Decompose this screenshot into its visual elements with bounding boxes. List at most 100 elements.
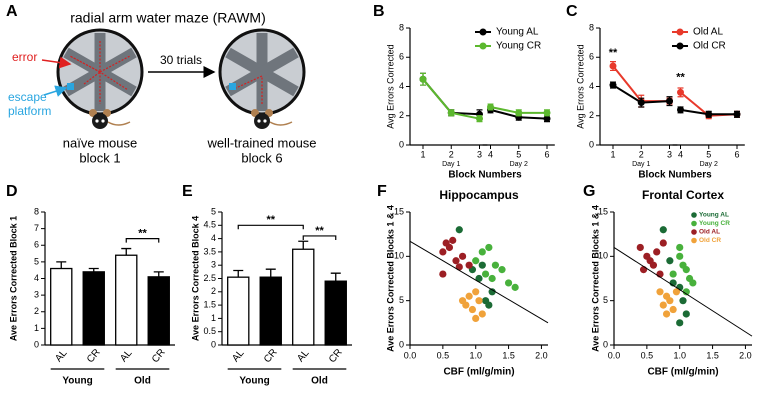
x-tick-label: 0.0	[608, 350, 621, 360]
y-tick-label: 8	[589, 22, 594, 32]
significance-bracket	[125, 238, 160, 243]
legend-marker	[691, 237, 697, 244]
point	[491, 261, 500, 269]
error-bar	[330, 272, 341, 282]
point	[452, 257, 460, 265]
point	[653, 248, 661, 256]
y-tick-label: 2	[211, 286, 216, 296]
point	[609, 81, 617, 89]
point	[659, 239, 667, 247]
point	[682, 266, 690, 274]
point	[455, 226, 463, 234]
point	[419, 75, 427, 83]
y-tick-label: 6	[34, 240, 39, 250]
point	[475, 297, 483, 305]
panel-letter: B	[373, 3, 385, 20]
y-tick-label: 0	[399, 339, 404, 349]
point	[485, 301, 493, 309]
x-tick-label: 1	[420, 149, 425, 159]
panel-letter: F	[377, 183, 387, 200]
point	[637, 99, 645, 107]
y-tick-label: 5	[603, 295, 608, 305]
legend-label: Young AL	[496, 27, 539, 38]
y-axis-title: Ave Errors Corrected Block 1	[8, 216, 18, 341]
significance-label: **	[266, 214, 275, 226]
y-axis-title: Ave Errors Corrected Block 4	[190, 216, 200, 341]
y-tick-label: 5	[399, 295, 404, 305]
y-tick-label: 3	[34, 290, 39, 300]
error-label: error	[12, 50, 37, 64]
y-tick-label: 7	[34, 223, 39, 233]
fit-line	[613, 247, 753, 337]
y-tick-label: 0.5	[203, 326, 216, 336]
y-tick-label: 2	[589, 110, 594, 120]
x-tick-label: 1	[610, 149, 615, 159]
x-tick-label: 0.5	[437, 350, 450, 360]
y-tick-label: 4	[589, 81, 594, 91]
legend-marker	[676, 42, 684, 50]
x-tick-label: CR	[327, 347, 345, 365]
y-tick-label: 4	[34, 273, 39, 283]
y-tick-label: 4.5	[203, 220, 216, 230]
y-tick-label: 1.5	[203, 299, 216, 309]
point	[465, 261, 473, 269]
annotation: **	[609, 47, 618, 59]
point	[656, 288, 664, 296]
point	[677, 106, 684, 114]
x-tick-label: 4	[488, 149, 493, 159]
bar	[50, 267, 73, 346]
y-tick-label: 10	[598, 251, 608, 261]
y-tick-label: 4	[399, 81, 404, 91]
bar	[147, 276, 170, 346]
point	[609, 62, 617, 70]
legend-marker	[691, 229, 697, 235]
x-tick-label: 5	[706, 149, 711, 159]
x-tick-label: 2.0	[739, 350, 752, 360]
y-tick-label: 1	[34, 323, 39, 333]
point	[676, 319, 684, 327]
x-tick-label: 6	[544, 149, 549, 159]
y-tick-label: 1	[211, 313, 216, 323]
point	[639, 266, 648, 274]
legend-label: Old CR	[699, 237, 721, 244]
legend-marker	[479, 42, 487, 50]
x-axis-title: Block Numbers	[448, 170, 522, 181]
y-tick-label: 0	[211, 339, 216, 349]
significance-bracket	[237, 224, 304, 230]
panel-letter: G	[583, 183, 595, 200]
point	[666, 297, 674, 305]
fit-line	[409, 240, 549, 324]
y-tick-label: 0	[603, 339, 608, 349]
legend-marker	[479, 28, 487, 36]
point	[659, 226, 667, 234]
group-label: Young	[239, 376, 269, 387]
point	[462, 301, 470, 309]
point	[676, 252, 684, 260]
panel-letter: D	[6, 183, 18, 200]
arrow-label: 30 trials	[160, 53, 202, 67]
point	[515, 109, 523, 117]
point	[662, 310, 671, 318]
legend-label: Young CR	[496, 41, 541, 52]
annotation: **	[676, 72, 685, 84]
x-tick-label: 0.5	[641, 350, 654, 360]
point	[666, 97, 673, 105]
y-tick-label: 5	[34, 256, 39, 266]
y-tick-label: 8	[34, 206, 39, 216]
bar	[292, 248, 315, 346]
y-tick-label: 2.5	[203, 273, 216, 283]
legend-label: Old CR	[693, 41, 726, 52]
point	[666, 257, 674, 265]
chart-title: Frontal Cortex	[642, 188, 724, 202]
maze-trained	[218, 28, 306, 116]
point	[676, 243, 684, 252]
x-tick-label: 6	[734, 149, 739, 159]
x-tick-label: AL	[53, 348, 70, 365]
x-tick-label: 1.0	[673, 350, 686, 360]
x-tick-label: 2.0	[535, 350, 548, 360]
point	[472, 314, 480, 322]
mouse-caption: naïve mouse	[63, 135, 137, 150]
point	[481, 270, 490, 278]
y-tick-label: 3.5	[203, 246, 216, 256]
